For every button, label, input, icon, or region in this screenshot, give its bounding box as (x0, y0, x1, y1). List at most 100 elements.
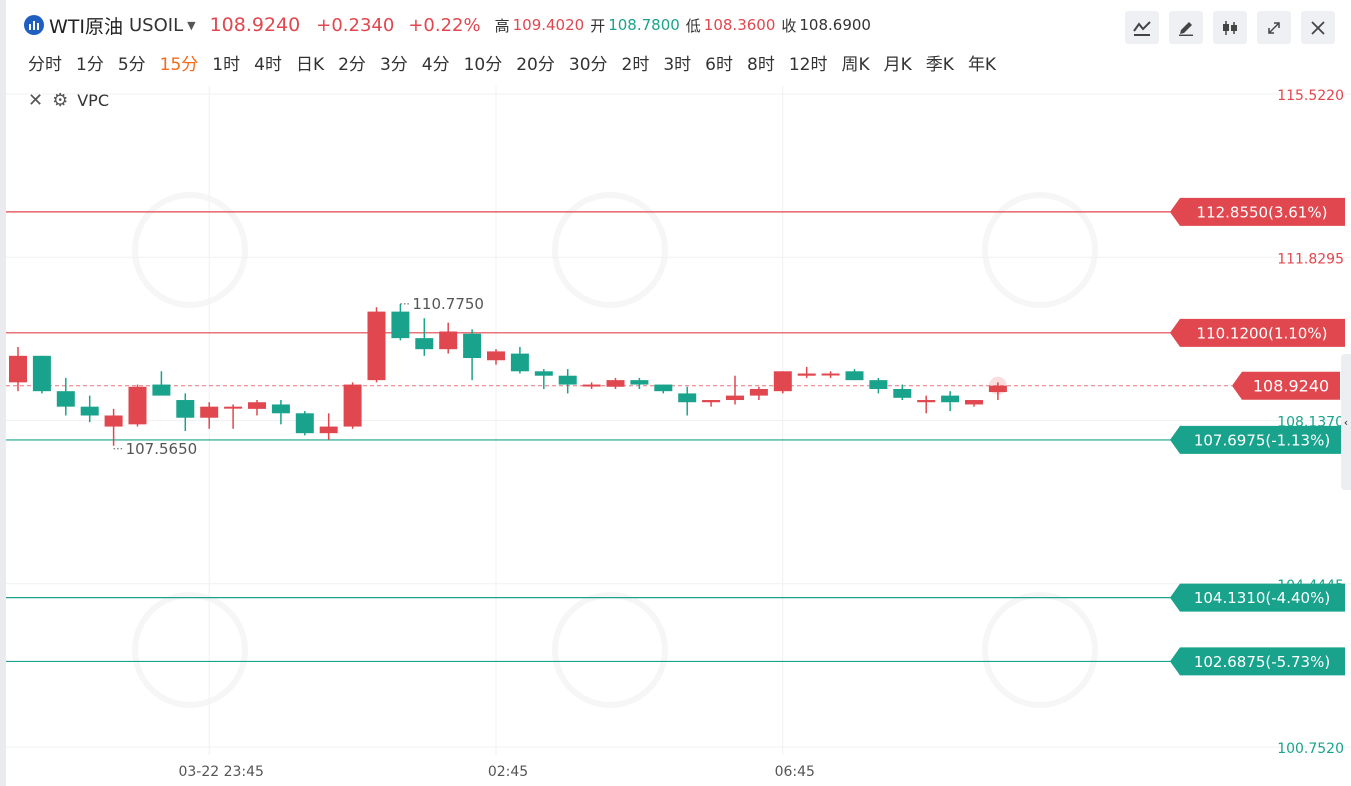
period-tab[interactable]: 6时 (705, 55, 733, 75)
level-tag[interactable]: 112.8550(3.61%) (1170, 197, 1345, 226)
candle-body (463, 333, 482, 359)
watermark-logo (132, 592, 248, 708)
candle-body (224, 406, 243, 409)
period-tab[interactable]: 4分 (421, 55, 450, 75)
candle (606, 377, 625, 389)
period-tabs: 分时 1分 5分 15分 1时 4时 日K 2分 3分 4分 10分 20分 30分 2时 3时 6时 8时 12… (28, 50, 1010, 75)
candle (510, 346, 529, 374)
period-tab[interactable]: 2时 (621, 55, 650, 75)
candle (797, 366, 816, 378)
candle-body (319, 426, 338, 434)
period-tab[interactable]: 20分 (516, 55, 555, 75)
line-chart-icon[interactable] (1125, 11, 1159, 44)
bar-chart-icon (24, 15, 44, 35)
period-tab[interactable]: 3分 (379, 55, 408, 75)
candle-body (702, 400, 721, 403)
candle (391, 303, 410, 341)
period-tab[interactable]: 4时 (254, 55, 282, 75)
gear-icon[interactable]: ⚙ (52, 90, 69, 111)
period-tab[interactable]: 分时 (28, 55, 62, 75)
candle (941, 391, 960, 412)
candle (582, 382, 601, 389)
candle (152, 371, 171, 396)
candle-body (128, 386, 147, 425)
watermark (132, 192, 1098, 708)
candle-body (965, 400, 983, 405)
close-label: 收 (781, 16, 797, 35)
candle-body (487, 351, 505, 361)
candle (917, 395, 936, 414)
candle (845, 369, 864, 381)
candle-body (845, 371, 864, 381)
level-tag[interactable]: 104.1310(-4.40%) (1170, 583, 1345, 612)
period-tab[interactable]: 3时 (663, 55, 692, 75)
candle (893, 384, 912, 401)
symbol-code[interactable]: USOIL (129, 14, 184, 36)
level-tag-bg (1170, 647, 1345, 676)
period-tab[interactable]: 1分 (76, 55, 104, 75)
period-tab[interactable]: 10分 (463, 55, 503, 75)
period-tab[interactable]: 8时 (747, 55, 775, 75)
period-tab[interactable]: 周K (841, 55, 870, 75)
level-tag-bg (1170, 583, 1345, 612)
period-tab[interactable]: 年K (967, 55, 997, 75)
candle (558, 369, 577, 394)
candle (200, 402, 219, 429)
pencil-icon[interactable] (1169, 11, 1203, 44)
open-value: 108.7800 (608, 16, 680, 34)
x-tick-label: 06:45 (775, 764, 815, 780)
candle-body (152, 384, 171, 396)
period-tab[interactable]: 2分 (338, 55, 366, 75)
candle-body (582, 384, 601, 387)
level-tag[interactable]: 110.1200(1.10%) (1170, 318, 1345, 347)
candlestick-icon[interactable] (1213, 11, 1247, 44)
close-icon[interactable] (1301, 11, 1335, 44)
chevron-down-icon[interactable]: ▼ (187, 18, 196, 32)
level-tag-label: 104.1310(-4.40%) (1194, 589, 1330, 607)
candle-body (893, 388, 912, 398)
candle (56, 377, 75, 416)
candle (869, 377, 888, 394)
chevron-left-icon[interactable]: ‹ (1341, 354, 1351, 490)
period-tab[interactable]: 1时 (212, 55, 241, 75)
level-tag-label: 112.8550(3.61%) (1197, 203, 1328, 221)
remove-indicator-icon[interactable]: ✕ (28, 90, 44, 111)
candle-body (654, 384, 673, 392)
low-label: 低 (685, 16, 701, 35)
y-tick-label: 115.5220 (1277, 88, 1344, 104)
candle (271, 400, 290, 425)
candle-body (200, 406, 219, 418)
level-tag-bg (1170, 425, 1345, 454)
indicator-bar: ✕ ⚙ VPC (28, 90, 109, 111)
x-tick-label: 03-22 23:45 (178, 764, 263, 780)
candle-body (558, 375, 577, 385)
candle-body (367, 311, 386, 381)
current-price-tag-bg (1232, 371, 1340, 400)
watermark-logo (132, 192, 248, 308)
candle (965, 400, 983, 407)
candle (749, 386, 768, 401)
period-tab[interactable]: 5分 (117, 55, 146, 75)
fullscreen-icon[interactable] (1257, 11, 1291, 44)
watermark-logo (552, 192, 668, 308)
candle (487, 349, 505, 365)
level-tag[interactable]: 107.6975(-1.13%) (1170, 425, 1345, 454)
level-tag[interactable]: 102.6875(-5.73%) (1170, 647, 1345, 676)
candle (367, 307, 386, 383)
candle (630, 377, 649, 389)
period-tab[interactable]: 15分 (159, 55, 199, 75)
period-tab[interactable]: 日K (295, 55, 325, 75)
watermark-logo (552, 592, 668, 708)
period-tab[interactable]: 季K (925, 55, 954, 75)
candle (726, 375, 744, 405)
period-tab[interactable]: 30分 (568, 55, 608, 75)
period-tab[interactable]: 月K (883, 55, 912, 75)
candle (534, 369, 553, 389)
level-tag-label: 107.6975(-1.13%) (1194, 431, 1330, 449)
candle-body (726, 395, 744, 401)
current-price-tag: 108.9240 (1232, 371, 1340, 400)
period-tab[interactable]: 12时 (788, 55, 828, 75)
candle (319, 413, 338, 440)
symbol-name[interactable]: WTI原油 (49, 15, 123, 38)
